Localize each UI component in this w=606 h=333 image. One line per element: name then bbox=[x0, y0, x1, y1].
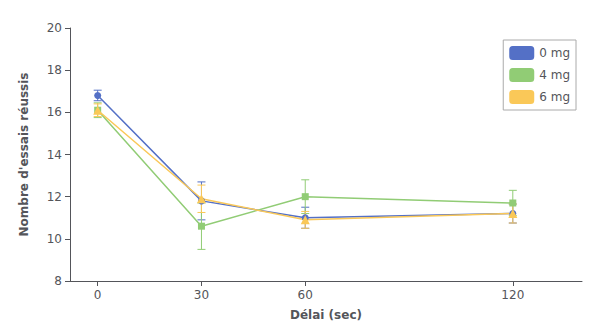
svg-text:18: 18 bbox=[47, 63, 62, 77]
svg-text:4 mg: 4 mg bbox=[539, 68, 570, 82]
svg-text:12: 12 bbox=[47, 190, 62, 204]
svg-text:14: 14 bbox=[47, 148, 62, 162]
svg-text:Nombre d'essais réussis: Nombre d'essais réussis bbox=[17, 73, 31, 237]
svg-text:120: 120 bbox=[501, 288, 524, 302]
svg-text:6 mg: 6 mg bbox=[539, 90, 570, 104]
svg-text:60: 60 bbox=[298, 288, 313, 302]
svg-text:0 mg: 0 mg bbox=[539, 46, 570, 60]
svg-text:30: 30 bbox=[194, 288, 209, 302]
svg-text:20: 20 bbox=[47, 21, 62, 35]
svg-text:10: 10 bbox=[47, 232, 62, 246]
svg-text:16: 16 bbox=[47, 105, 62, 119]
svg-text:8: 8 bbox=[54, 274, 62, 288]
svg-text:0: 0 bbox=[94, 288, 102, 302]
svg-text:Délai (sec): Délai (sec) bbox=[290, 308, 362, 322]
